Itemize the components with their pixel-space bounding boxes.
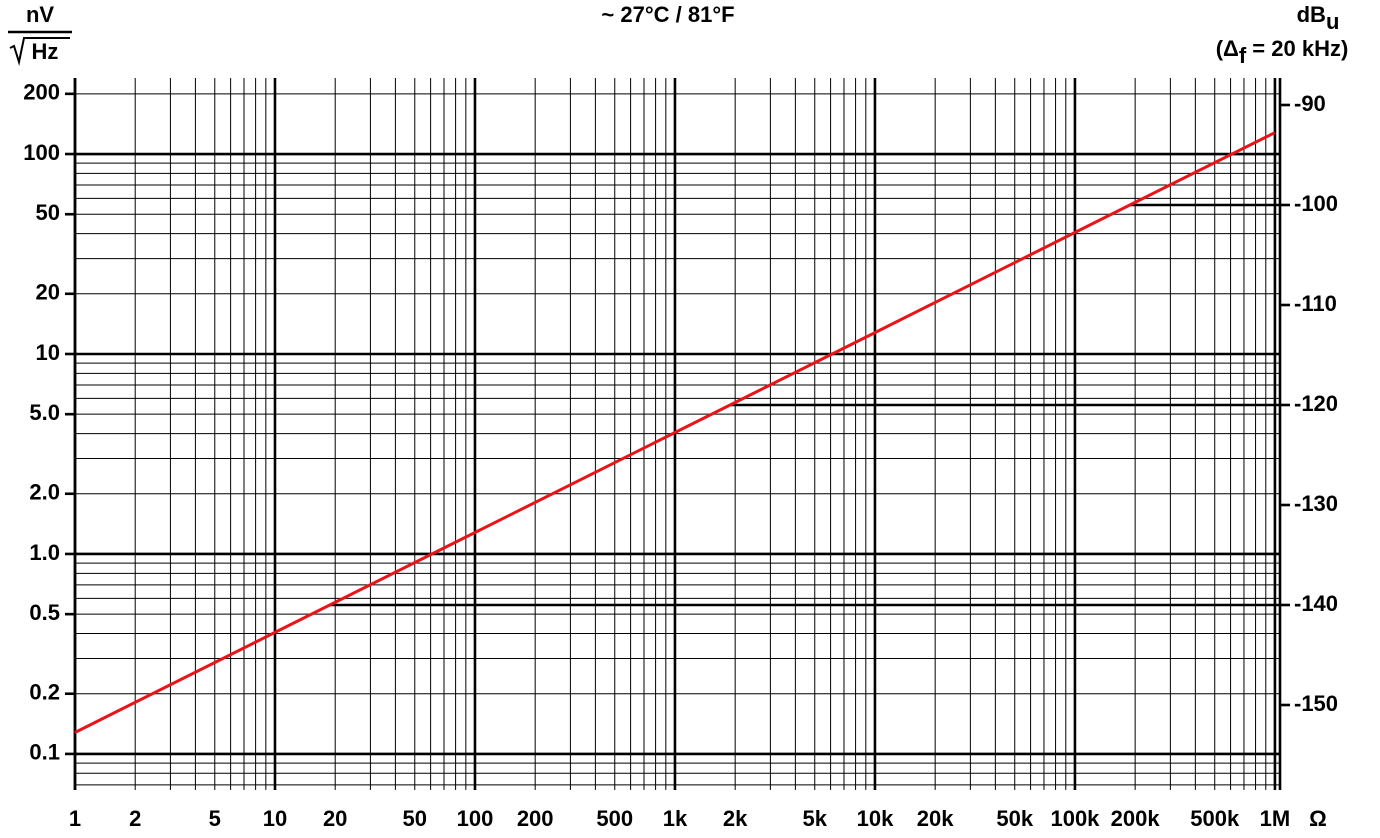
x-tick-label: 100 (457, 806, 494, 831)
x-tick-label: 200k (1111, 806, 1161, 831)
y2-label: dBu (1297, 2, 1340, 34)
y2-tick-label: -130 (1294, 491, 1338, 516)
y2-tick-label: -120 (1294, 391, 1338, 416)
x-tick-label: 10 (263, 806, 287, 831)
y-tick-label: 200 (23, 80, 60, 105)
y-tick-label: 5.0 (29, 400, 60, 425)
y2-tick-label: -110 (1294, 291, 1337, 316)
x-tick-label: 2k (723, 806, 748, 831)
x-tick-label: 1k (663, 806, 688, 831)
x-tick-label: 500k (1190, 806, 1240, 831)
x-tick-label: 10k (857, 806, 894, 831)
y-tick-label: 2.0 (29, 480, 60, 505)
y-tick-label: 0.5 (29, 600, 60, 625)
chart-title: ~ 27°C / 81°F (601, 2, 734, 27)
y-tick-label: 100 (23, 140, 60, 165)
x-tick-label: 100k (1050, 806, 1100, 831)
x-tick-label: 50k (996, 806, 1033, 831)
y2-note-suffix: = 20 kHz) (1246, 36, 1348, 61)
y2-label-text: dB (1297, 2, 1326, 27)
y2-note-sub: f (1239, 43, 1247, 68)
y-tick-label: 50 (36, 200, 60, 225)
y-tick-label: 10 (36, 340, 60, 365)
x-tick-label: 5 (209, 806, 221, 831)
x-tick-label: 500 (596, 806, 633, 831)
y-tick-label: 0.2 (29, 680, 60, 705)
y-tick-label: 1.0 (29, 540, 60, 565)
y2-tick-label: -150 (1294, 691, 1338, 716)
x-tick-label: 20k (917, 806, 954, 831)
y2-tick-label: -90 (1294, 91, 1326, 116)
y-label-denominator: Hz (32, 39, 59, 64)
x-tick-label: 2 (129, 806, 141, 831)
x-tick-label: 50 (403, 806, 427, 831)
x-tick-label: 1M (1260, 806, 1291, 831)
y2-label-sub: u (1326, 9, 1339, 34)
y2-tick-label: -100 (1294, 191, 1338, 216)
y2-note-prefix: (Δ (1216, 36, 1239, 61)
x-unit: Ω (1309, 806, 1327, 831)
series-line (74, 131, 1276, 734)
x-tick-label: 200 (517, 806, 554, 831)
y2-note: (Δf = 20 kHz) (1216, 36, 1349, 68)
x-tick-label: 1 (69, 806, 81, 831)
x-tick-label: 20 (323, 806, 347, 831)
y2-tick-label: -140 (1294, 591, 1338, 616)
x-tick-label: 5k (803, 806, 828, 831)
y-label-numerator: nV (26, 2, 54, 27)
y-tick-label: 0.1 (29, 740, 60, 765)
y-tick-label: 20 (36, 280, 60, 305)
radical-sign (9, 37, 70, 66)
